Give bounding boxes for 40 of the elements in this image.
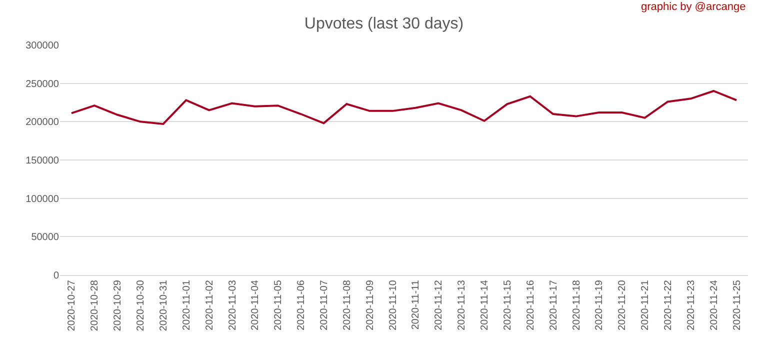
x-tick-label: 2020-11-19 <box>594 280 606 330</box>
x-tick-label: 2020-11-15 <box>502 280 514 330</box>
x-tick-label: 2020-11-17 <box>548 280 560 330</box>
text: graphic by @arcange <box>641 1 746 13</box>
x-tick-label: 2020-11-12 <box>434 280 445 330</box>
x-tick-label: 2020-10-28 <box>90 280 101 332</box>
x-tick-label: 2020-11-25 <box>732 280 743 330</box>
x-tick-label: 2020-11-10 <box>388 280 399 330</box>
line-series <box>70 90 738 125</box>
x-tick-label: 2020-11-03 <box>227 280 238 330</box>
y-tick-label: 100000 <box>26 194 60 205</box>
x-tick-label: 2020-11-14 <box>480 280 491 330</box>
x-tick-label: 2020-11-07 <box>318 280 330 330</box>
y-tick-label: 50000 <box>31 232 60 244</box>
x-tick-label: 2020-11-20 <box>617 280 628 330</box>
x-tick-label: 2020-11-21 <box>640 280 652 330</box>
x-tick-label: 2020-10-29 <box>112 280 124 332</box>
x-tick-label: 2020-10-30 <box>136 280 147 332</box>
x-tick-label: 2020-11-18 <box>571 280 582 330</box>
x-tick-label: 2020-11-23 <box>686 280 697 330</box>
y-tick-label: 0 <box>53 270 60 282</box>
x-tick-label: 2020-11-01 <box>181 280 192 330</box>
y-tick-label: 150000 <box>26 156 60 166</box>
x-tick-label: 2020-11-04 <box>250 280 262 330</box>
x-tick-label: 2020-11-06 <box>296 280 308 330</box>
x-tick-label: 2020-10-31 <box>158 280 170 332</box>
x-tick-label: 2020-11-13 <box>456 280 468 330</box>
x-tick-label: 2020-11-24 <box>708 280 720 330</box>
x-tick-label: 2020-11-09 <box>364 280 376 330</box>
y-tick-label: 250000 <box>26 78 60 90</box>
x-tick-label: 2020-11-22 <box>662 280 674 330</box>
chart-title: Upvotes (last 30 days) <box>304 16 464 33</box>
x-tick-label: 2020-10-27 <box>66 280 78 332</box>
x-tick-label: 2020-11-02 <box>204 280 216 330</box>
x-tick-label: 2020-11-05 <box>273 280 284 330</box>
y-tick-label: 300000 <box>26 40 60 52</box>
x-tick-label: 2020-11-11 <box>410 280 422 330</box>
y-tick-label: 200000 <box>26 117 60 128</box>
x-tick-label: 2020-11-08 <box>342 280 353 330</box>
x-tick-label: 2020-11-16 <box>525 280 536 330</box>
